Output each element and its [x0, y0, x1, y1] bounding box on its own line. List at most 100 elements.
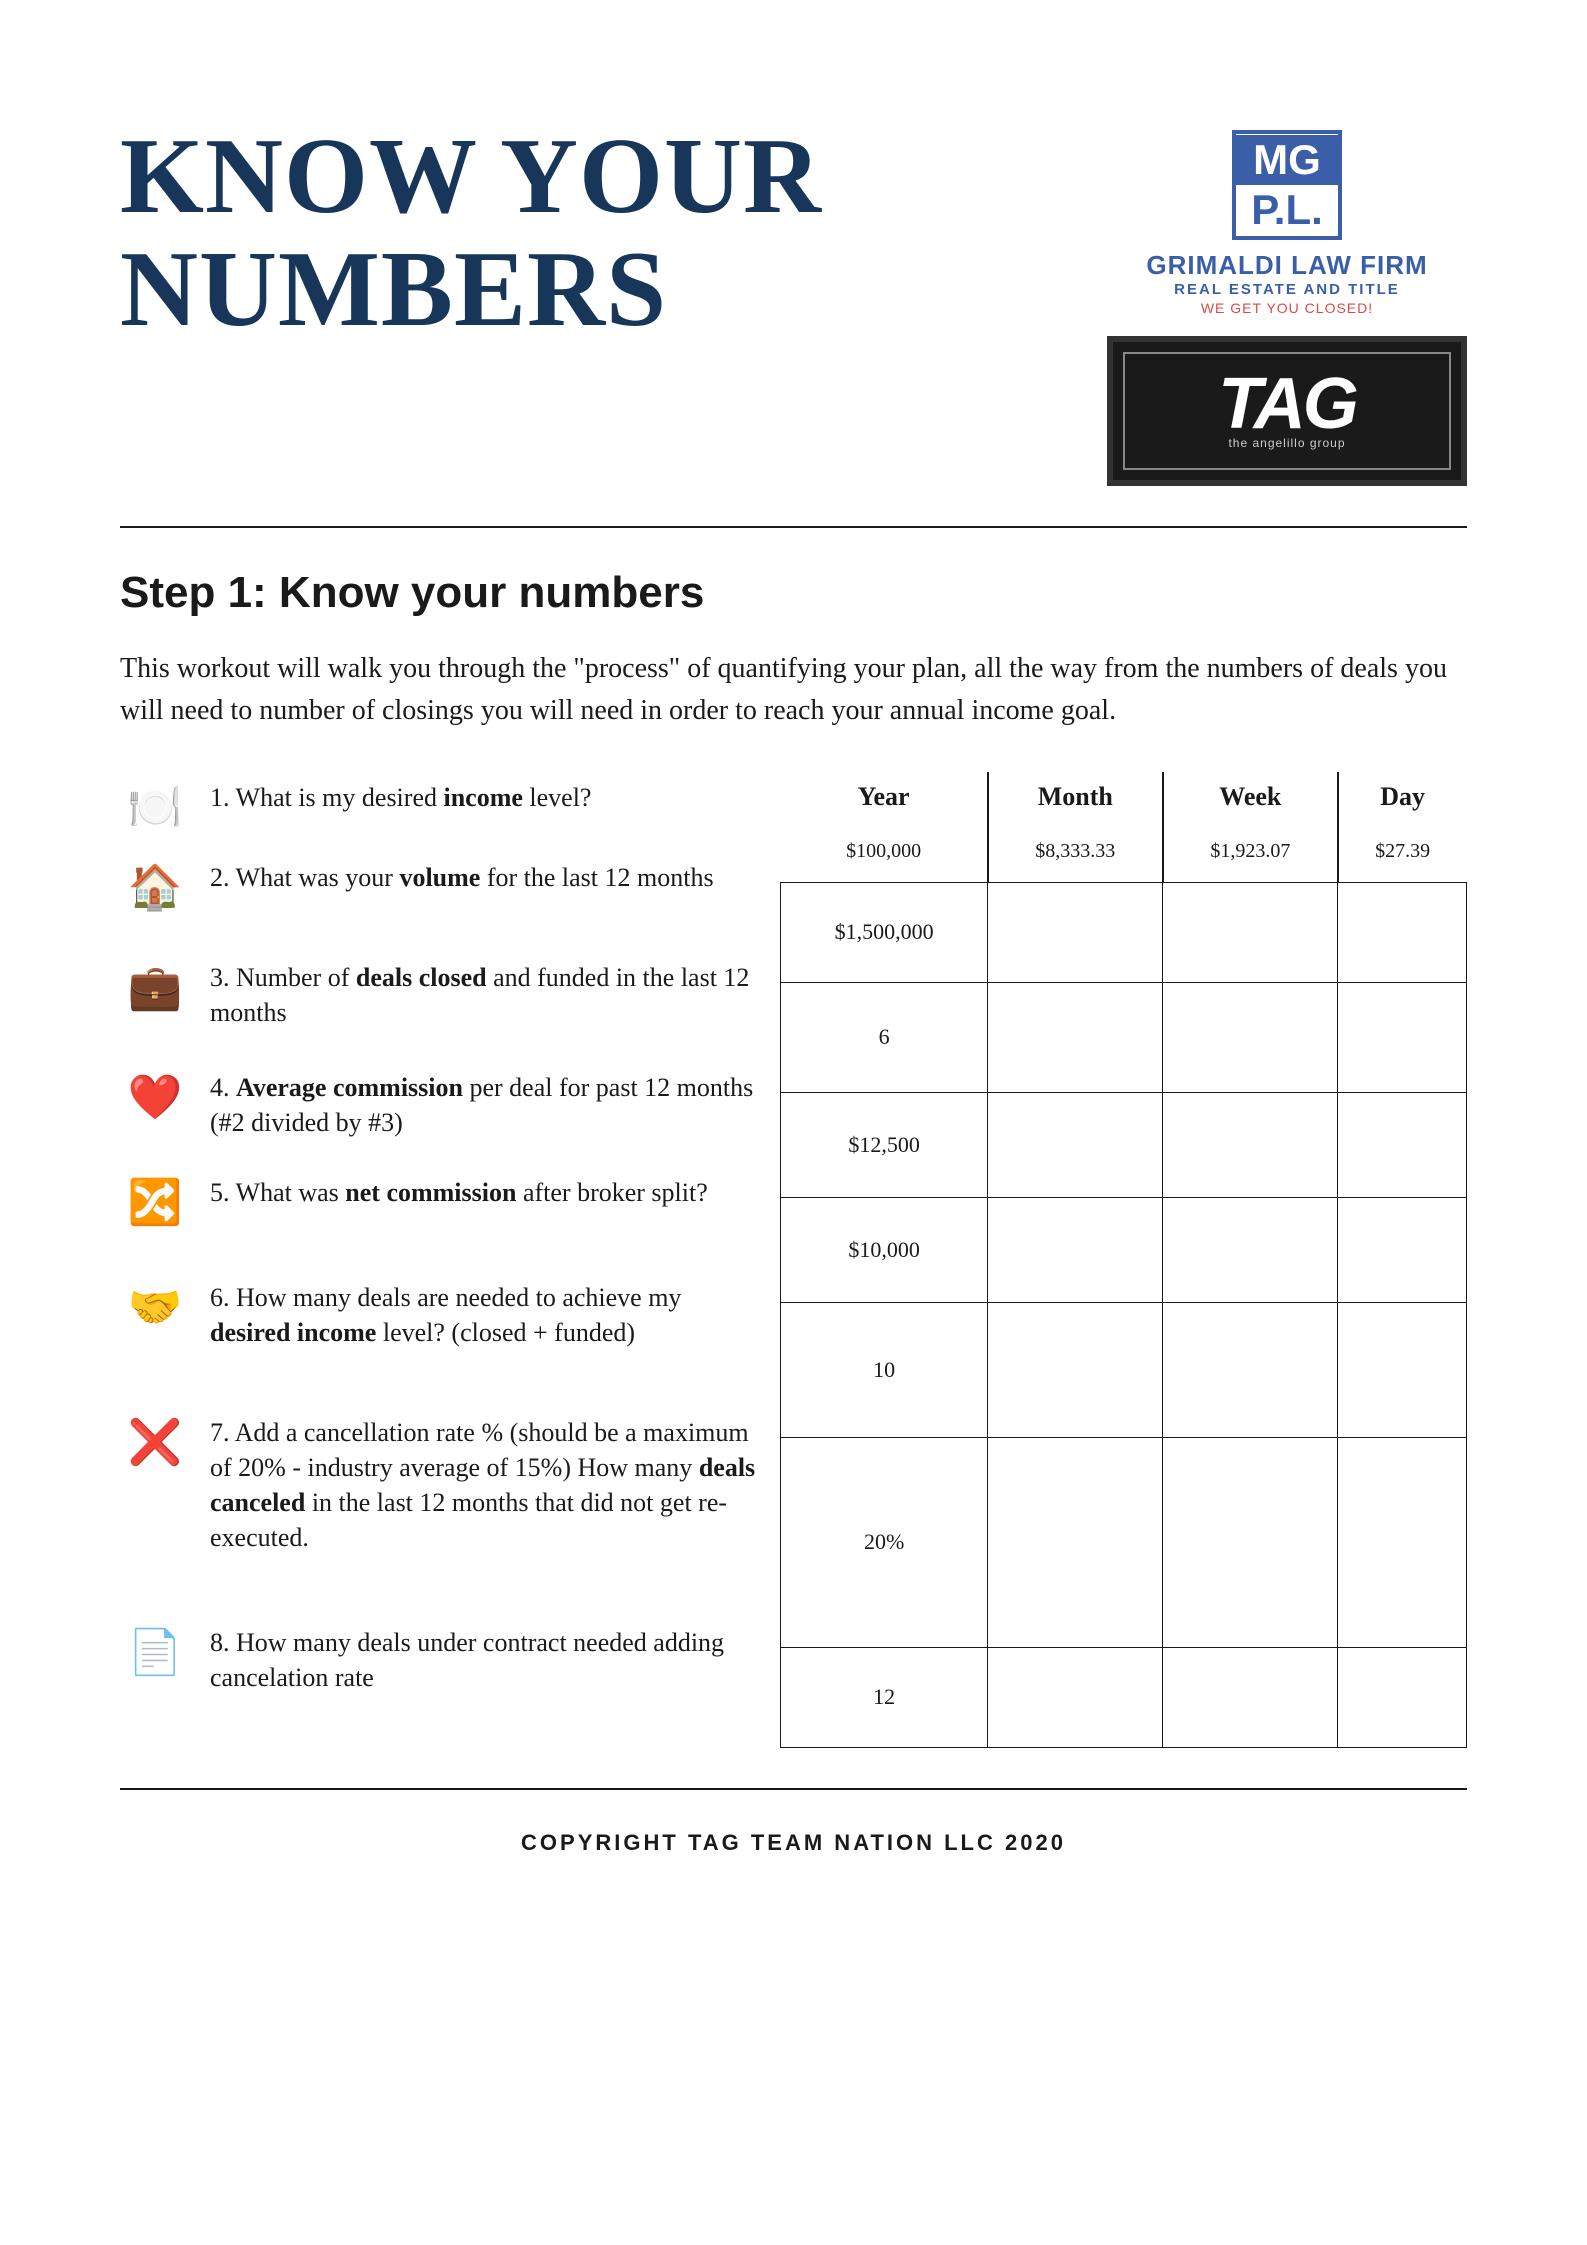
- cell-week: [1163, 1437, 1338, 1647]
- cell-week: $1,923.07: [1163, 822, 1338, 882]
- cell-day: [1338, 1092, 1467, 1197]
- cell-day: $27.39: [1338, 822, 1467, 882]
- table-row: 6: [781, 982, 1467, 1092]
- cell-week: [1163, 982, 1338, 1092]
- values-table: Year Month Week Day $100,000 $8,333.33 $…: [780, 772, 1467, 1748]
- question-3-text: 3. Number of deals closed and funded in …: [210, 952, 760, 1030]
- grimaldi-name: GRIMALDI LAW FIRM: [1146, 250, 1427, 281]
- cancel-document-icon: ❌: [120, 1407, 190, 1477]
- q8-pre: 8. How many deals under contract needed …: [210, 1628, 724, 1692]
- table-row: 20%: [781, 1437, 1467, 1647]
- question-row-6: 🤝 6. How many deals are needed to achiev…: [120, 1272, 760, 1407]
- cell-month: [988, 1437, 1163, 1647]
- q2-bold: volume: [399, 863, 480, 892]
- table-row: $12,500: [781, 1092, 1467, 1197]
- briefcase-icon: 💼: [120, 952, 190, 1022]
- col-day: Day: [1338, 772, 1467, 822]
- heart-percent-icon: ❤️: [120, 1062, 190, 1132]
- cell-day: [1338, 982, 1467, 1092]
- question-5-text: 5. What was net commission after broker …: [210, 1167, 708, 1210]
- q4-pre: 4.: [210, 1073, 236, 1102]
- mgpl-logo-box: MG P.L.: [1232, 130, 1342, 240]
- cell-day: [1338, 882, 1467, 982]
- question-6-text: 6. How many deals are needed to achieve …: [210, 1272, 760, 1350]
- question-1-text: 1. What is my desired income level?: [210, 772, 591, 815]
- cell-month: [988, 1092, 1163, 1197]
- col-year: Year: [781, 772, 988, 822]
- q2-pre: 2. What was your: [210, 863, 399, 892]
- question-row-8: 📄 8. How many deals under contract neede…: [120, 1617, 760, 1717]
- cell-year: $100,000: [781, 822, 988, 882]
- q6-post: level? (closed + funded): [376, 1318, 635, 1347]
- handshake-icon: 🤝: [120, 1272, 190, 1342]
- divider-top: [120, 526, 1467, 528]
- cell-month: [988, 1647, 1163, 1747]
- question-4-text: 4. Average commission per deal for past …: [210, 1062, 760, 1140]
- q7-pre: 7. Add a cancellation rate % (should be …: [210, 1418, 749, 1482]
- tag-logo-sub: the angelillo group: [1228, 436, 1345, 450]
- q5-post: after broker split?: [516, 1178, 707, 1207]
- intro-paragraph: This workout will walk you through the "…: [120, 648, 1467, 732]
- table-header-row: Year Month Week Day: [781, 772, 1467, 822]
- question-2-text: 2. What was your volume for the last 12 …: [210, 852, 714, 895]
- tag-logo: TAG the angelillo group: [1107, 336, 1467, 486]
- cell-week: [1163, 1302, 1338, 1437]
- cell-week: [1163, 1092, 1338, 1197]
- cell-month: $8,333.33: [988, 822, 1163, 882]
- cell-day: [1338, 1197, 1467, 1302]
- page-title: KNOW YOUR NUMBERS: [120, 120, 1107, 347]
- cell-week: [1163, 1647, 1338, 1747]
- header-row: KNOW YOUR NUMBERS MG P.L. GRIMALDI LAW F…: [120, 120, 1467, 486]
- question-row-3: 💼 3. Number of deals closed and funded i…: [120, 952, 760, 1062]
- table-column: Year Month Week Day $100,000 $8,333.33 $…: [780, 772, 1467, 1748]
- cell-month: [988, 982, 1163, 1092]
- q6-bold: desired income: [210, 1318, 376, 1347]
- q5-bold: net commission: [345, 1178, 516, 1207]
- copyright-footer: COPYRIGHT TAG TEAM NATION LLC 2020: [120, 1830, 1467, 1856]
- question-8-text: 8. How many deals under contract needed …: [210, 1617, 760, 1695]
- mgpl-bot-text: P.L.: [1251, 185, 1323, 235]
- platter-icon: 🍽️: [120, 772, 190, 842]
- divider-bottom: [120, 1788, 1467, 1790]
- grimaldi-logo: MG P.L. GRIMALDI LAW FIRM REAL ESTATE AN…: [1146, 130, 1427, 316]
- table-row: $10,000: [781, 1197, 1467, 1302]
- q6-pre: 6. How many deals are needed to achieve …: [210, 1283, 681, 1312]
- step-heading: Step 1: Know your numbers: [120, 568, 1467, 618]
- mgpl-top-text: MG: [1236, 135, 1338, 185]
- cell-year: 10: [781, 1302, 988, 1437]
- content-grid: 🍽️ 1. What is my desired income level? 🏠…: [120, 772, 1467, 1748]
- grimaldi-tagline: WE GET YOU CLOSED!: [1146, 300, 1427, 316]
- q2-post: for the last 12 months: [480, 863, 713, 892]
- question-7-text: 7. Add a cancellation rate % (should be …: [210, 1407, 760, 1555]
- grimaldi-sub: REAL ESTATE AND TITLE: [1146, 281, 1427, 298]
- cell-week: [1163, 1197, 1338, 1302]
- q1-pre: 1. What is my desired: [210, 783, 443, 812]
- logos-column: MG P.L. GRIMALDI LAW FIRM REAL ESTATE AN…: [1107, 130, 1467, 486]
- col-month: Month: [988, 772, 1163, 822]
- question-row-5: 🔀 5. What was net commission after broke…: [120, 1167, 760, 1272]
- question-row-7: ❌ 7. Add a cancellation rate % (should b…: [120, 1407, 760, 1617]
- table-row: $100,000 $8,333.33 $1,923.07 $27.39: [781, 822, 1467, 882]
- cell-week: [1163, 882, 1338, 982]
- split-icon: 🔀: [120, 1167, 190, 1237]
- cell-day: [1338, 1302, 1467, 1437]
- document-plus-icon: 📄: [120, 1617, 190, 1687]
- q4-bold: Average commission: [236, 1073, 463, 1102]
- q3-pre: 3. Number of: [210, 963, 356, 992]
- q3-bold: deals closed: [356, 963, 487, 992]
- cell-year: 6: [781, 982, 988, 1092]
- questions-column: 🍽️ 1. What is my desired income level? 🏠…: [120, 772, 760, 1748]
- cell-year: 12: [781, 1647, 988, 1747]
- q1-bold: income: [443, 783, 522, 812]
- col-week: Week: [1163, 772, 1338, 822]
- question-row-1: 🍽️ 1. What is my desired income level?: [120, 772, 760, 852]
- cell-month: [988, 1302, 1163, 1437]
- cell-day: [1338, 1647, 1467, 1747]
- cell-month: [988, 882, 1163, 982]
- cell-month: [988, 1197, 1163, 1302]
- q5-pre: 5. What was: [210, 1178, 345, 1207]
- tag-logo-text: TAG: [1218, 372, 1356, 437]
- cell-day: [1338, 1437, 1467, 1647]
- cell-year: 20%: [781, 1437, 988, 1647]
- table-row: 12: [781, 1647, 1467, 1747]
